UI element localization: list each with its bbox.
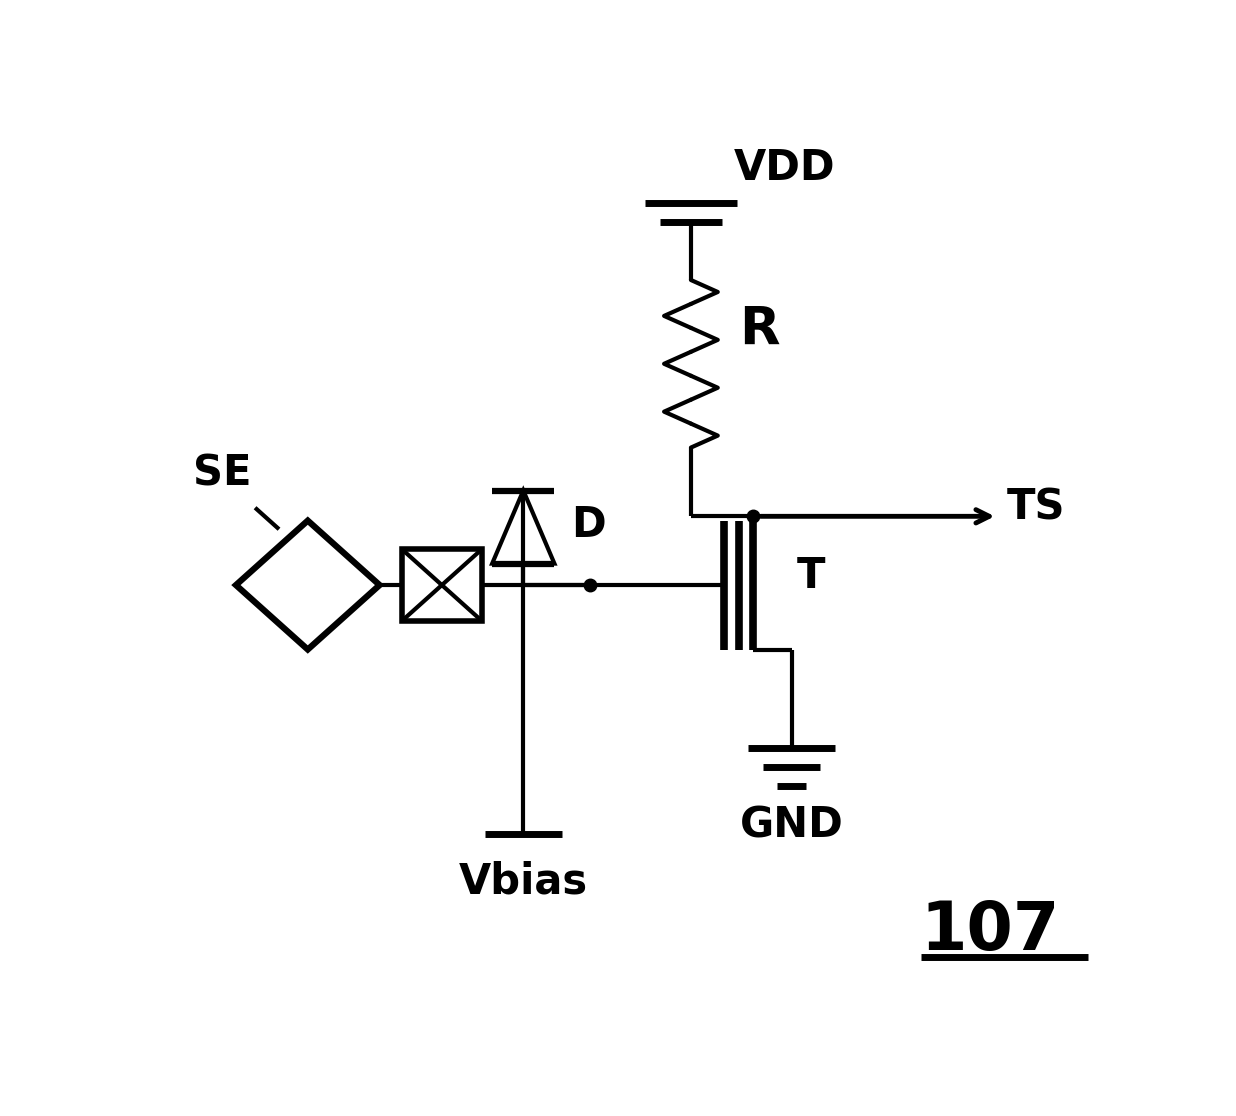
Text: T: T: [796, 556, 824, 597]
Text: D: D: [571, 504, 606, 546]
Text: Vbias: Vbias: [459, 860, 588, 903]
Text: GND: GND: [739, 805, 843, 847]
Text: 107: 107: [921, 898, 1060, 964]
Text: TS: TS: [1007, 487, 1065, 529]
Text: SE: SE: [193, 452, 251, 494]
Text: VDD: VDD: [734, 147, 836, 190]
Text: R: R: [739, 304, 780, 355]
Bar: [402, 549, 482, 622]
